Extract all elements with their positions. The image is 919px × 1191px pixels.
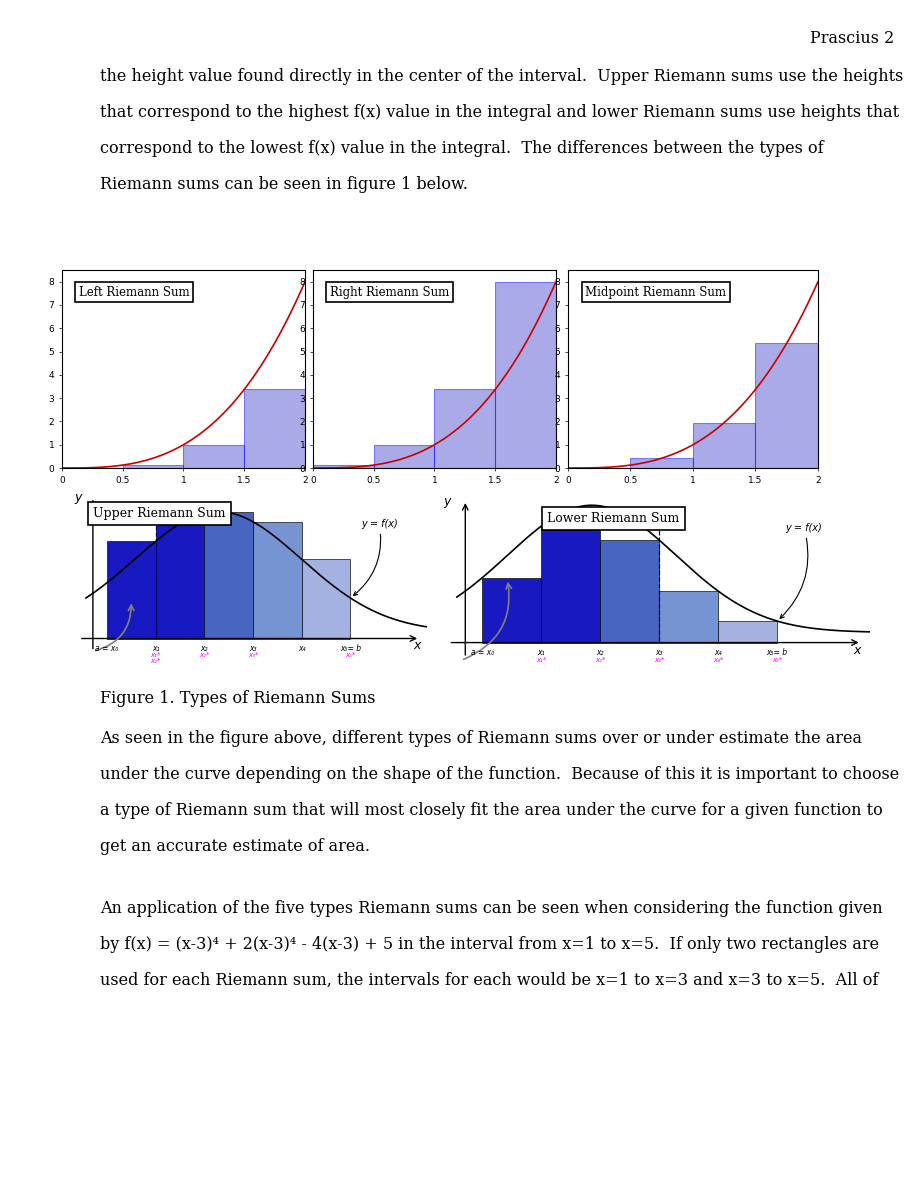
Text: x₅= b: x₅= b [766, 648, 787, 656]
Bar [373, 444, 434, 468]
Bar [107, 542, 155, 638]
Text: used for each Riemann sum, the intervals for each would be x=1 to x=3 and x=3 to: used for each Riemann sum, the intervals… [100, 972, 878, 989]
Text: that correspond to the highest f(x) value in the integral and lower Riemann sums: that correspond to the highest f(x) valu… [100, 104, 898, 121]
Text: x₁*: x₁* [536, 657, 546, 663]
Bar [204, 512, 253, 638]
Text: x₅*: x₅* [771, 657, 781, 663]
Text: under the curve depending on the shape of the function.  Because of this it is i: under the curve depending on the shape o… [100, 766, 898, 782]
Text: x₂: x₂ [596, 648, 603, 656]
Text: x₁: x₁ [537, 648, 544, 656]
Text: correspond to the lowest f(x) value in the integral.  The differences between th: correspond to the lowest f(x) value in t… [100, 141, 823, 157]
Text: x₁*: x₁* [150, 651, 161, 657]
Text: Midpoint Riemann Sum: Midpoint Riemann Sum [584, 286, 726, 299]
Bar [599, 540, 659, 643]
Bar [253, 522, 301, 638]
Text: y = f(x): y = f(x) [353, 519, 397, 596]
Text: x₂: x₂ [200, 643, 208, 653]
Bar [183, 444, 244, 468]
Text: x₄*: x₄* [712, 657, 722, 663]
Text: Left Riemann Sum: Left Riemann Sum [79, 286, 189, 299]
Text: x₅= b: x₅= b [339, 643, 360, 653]
Text: As seen in the figure above, different types of Riemann sums over or under estim: As seen in the figure above, different t… [100, 730, 861, 747]
Text: y: y [74, 491, 81, 504]
Text: by f(x) = (x-3)⁴ + 2(x-3)⁴ - 4(x-3) + 5 in the interval from x=1 to x=5.  If onl: by f(x) = (x-3)⁴ + 2(x-3)⁴ - 4(x-3) + 5 … [100, 936, 879, 953]
Text: x₃: x₃ [249, 643, 256, 653]
Text: x₂*: x₂* [595, 657, 605, 663]
Text: Prascius 2: Prascius 2 [809, 30, 893, 46]
Text: x₄: x₄ [714, 648, 721, 656]
Bar [122, 466, 183, 468]
Bar [630, 459, 692, 468]
Text: Upper Riemann Sum: Upper Riemann Sum [93, 507, 225, 520]
Text: Right Riemann Sum: Right Riemann Sum [330, 286, 448, 299]
Text: Riemann sums can be seen in figure 1 below.: Riemann sums can be seen in figure 1 bel… [100, 176, 468, 193]
Text: y = f(x): y = f(x) [779, 523, 822, 618]
Text: x₃*: x₃* [247, 651, 258, 657]
Text: a = x₀: a = x₀ [95, 643, 119, 653]
Text: x: x [413, 640, 420, 653]
Text: x₃: x₃ [654, 648, 663, 656]
Text: Figure 1. Types of Riemann Sums: Figure 1. Types of Riemann Sums [100, 690, 375, 707]
Text: An application of the five types Riemann sums can be seen when considering the f: An application of the five types Riemann… [100, 900, 881, 917]
Bar [482, 578, 540, 643]
Bar [244, 389, 305, 468]
Text: x₃*: x₃* [653, 657, 664, 663]
Bar [301, 560, 350, 638]
Text: x₁: x₁ [152, 643, 159, 653]
Bar [659, 591, 718, 643]
Bar [754, 343, 817, 468]
Text: x₅*: x₅* [345, 651, 356, 657]
Bar [494, 281, 555, 468]
Bar [312, 466, 373, 468]
Bar [434, 389, 494, 468]
Bar [692, 423, 754, 468]
Bar [540, 526, 599, 643]
Text: a type of Riemann sum that will most closely fit the area under the curve for a : a type of Riemann sum that will most clo… [100, 802, 882, 819]
Text: x₄: x₄ [298, 643, 305, 653]
Text: Lower Riemann Sum: Lower Riemann Sum [547, 512, 679, 525]
Bar [718, 621, 777, 643]
Text: get an accurate estimate of area.: get an accurate estimate of area. [100, 838, 369, 855]
Text: the height value found directly in the center of the interval.  Upper Riemann su: the height value found directly in the c… [100, 68, 902, 85]
Text: a = x₀: a = x₀ [470, 648, 494, 656]
Text: x₂*: x₂* [150, 657, 161, 663]
Text: x: x [853, 644, 860, 656]
Bar [155, 513, 204, 638]
Text: x₂*: x₂* [199, 651, 210, 657]
Text: y: y [443, 495, 450, 509]
